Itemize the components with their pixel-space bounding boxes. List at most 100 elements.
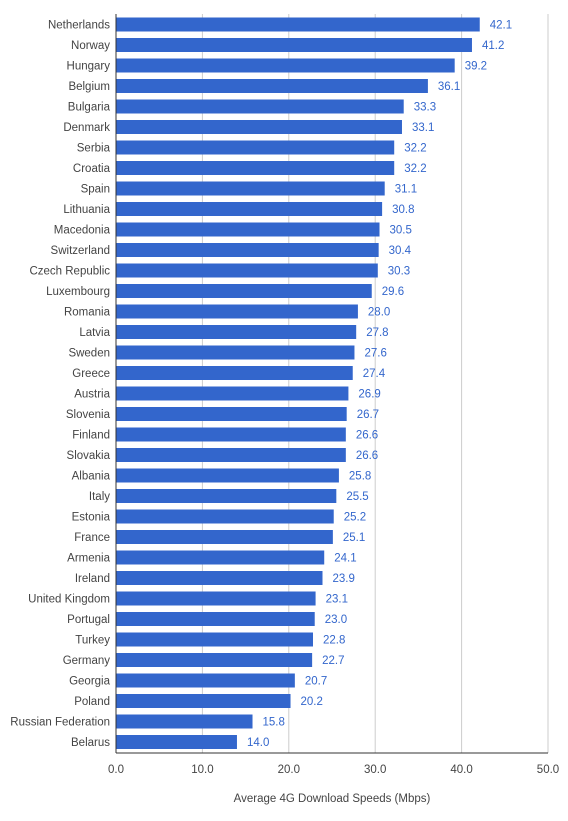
category-label: Romania [64,307,111,319]
category-label: Turkey [75,635,110,647]
category-label: Hungary [67,61,111,73]
category-label: Slovakia [67,450,111,462]
x-tick-label: 0.0 [108,764,124,776]
value-label: 22.8 [323,635,345,647]
value-label: 26.9 [358,389,380,401]
value-label: 42.1 [490,20,512,32]
bar [116,735,237,749]
value-label: 27.6 [364,348,386,360]
value-label: 22.7 [322,655,344,667]
category-label: Germany [63,655,111,667]
value-label: 25.5 [346,491,368,503]
category-label: Austria [74,389,110,401]
category-label: United Kingdom [28,594,110,606]
category-label: Russian Federation [10,717,110,729]
value-label: 25.2 [344,512,366,524]
category-label: Norway [71,40,110,52]
bar [116,202,383,216]
bar [116,571,323,585]
category-label: Denmark [63,122,110,134]
bar [116,345,355,360]
bar [116,120,402,134]
category-label: Greece [72,368,110,380]
value-label: 33.1 [412,122,434,134]
category-label: Italy [89,491,110,503]
x-tick-label: 40.0 [450,764,472,776]
bar [116,427,346,442]
value-label: 23.1 [326,594,348,606]
bar [116,530,333,544]
bar [116,489,337,503]
value-label: 29.6 [382,286,404,298]
bar [116,140,395,155]
value-label: 39.2 [465,61,487,73]
category-label: Serbia [77,143,111,155]
value-label: 33.3 [414,102,436,114]
bar [116,448,346,462]
bar [116,79,428,93]
value-label: 32.2 [404,163,426,175]
bar [116,591,316,606]
bar [116,181,385,196]
value-label: 26.6 [356,450,378,462]
value-label: 27.4 [363,368,386,380]
category-label: France [74,532,110,544]
category-label: Armenia [67,553,110,565]
category-label: Macedonia [54,225,111,237]
value-label: 32.2 [404,143,426,155]
bar [116,99,404,114]
category-label: Ireland [75,573,110,585]
category-label: Georgia [69,676,111,688]
category-label: Albania [72,471,111,483]
value-label: 24.1 [334,553,356,565]
axes: 0.0 10.0 20.0 30.0 40.0 50.0 Netherlands Norway… [10,14,559,776]
category-label: Czech Republic [29,266,110,278]
bar [116,468,339,483]
value-label: 31.1 [395,184,417,196]
bar [116,407,347,421]
bar [116,222,380,237]
bar [116,694,291,708]
x-axis-title: Average 4G Download Speeds (Mbps) [234,793,431,805]
value-label: 30.3 [388,266,410,278]
x-tick-label: 20.0 [278,764,300,776]
value-label: 26.7 [357,409,379,421]
category-label: Belarus [71,737,110,749]
category-label: Estonia [72,512,111,524]
value-label: 23.9 [332,573,354,585]
category-label: Bulgaria [68,102,111,114]
value-label: 30.8 [392,204,414,216]
bar [116,304,358,319]
value-label: 27.8 [366,327,388,339]
category-label: Slovenia [66,409,111,421]
x-tick-label: 30.0 [364,764,386,776]
bar [116,58,455,73]
value-label: 23.0 [325,614,347,626]
bar [116,673,295,688]
value-label: 25.1 [343,532,365,544]
category-label: Luxembourg [46,286,110,298]
value-label: 26.6 [356,430,378,442]
value-label: 15.8 [263,717,285,729]
bar [116,263,378,278]
bar [116,653,313,667]
category-label: Spain [81,184,110,196]
bar [116,509,334,524]
x-tick-label: 10.0 [191,764,213,776]
bar [116,325,357,339]
category-label: Netherlands [48,20,110,32]
bar [116,714,253,729]
category-label: Croatia [73,163,111,175]
category-label: Switzerland [51,245,110,257]
bar [116,386,349,401]
bar [116,38,472,52]
category-label: Finland [72,430,110,442]
value-label: 25.8 [349,471,371,483]
bar [116,632,313,647]
value-label: 30.4 [389,245,412,257]
category-label: Poland [74,696,110,708]
bars: 42.1 41.2 39.2 36.133.3 33.1 32.2 32.2 31.1 30.8… [116,17,512,749]
value-label: 30.5 [390,225,412,237]
